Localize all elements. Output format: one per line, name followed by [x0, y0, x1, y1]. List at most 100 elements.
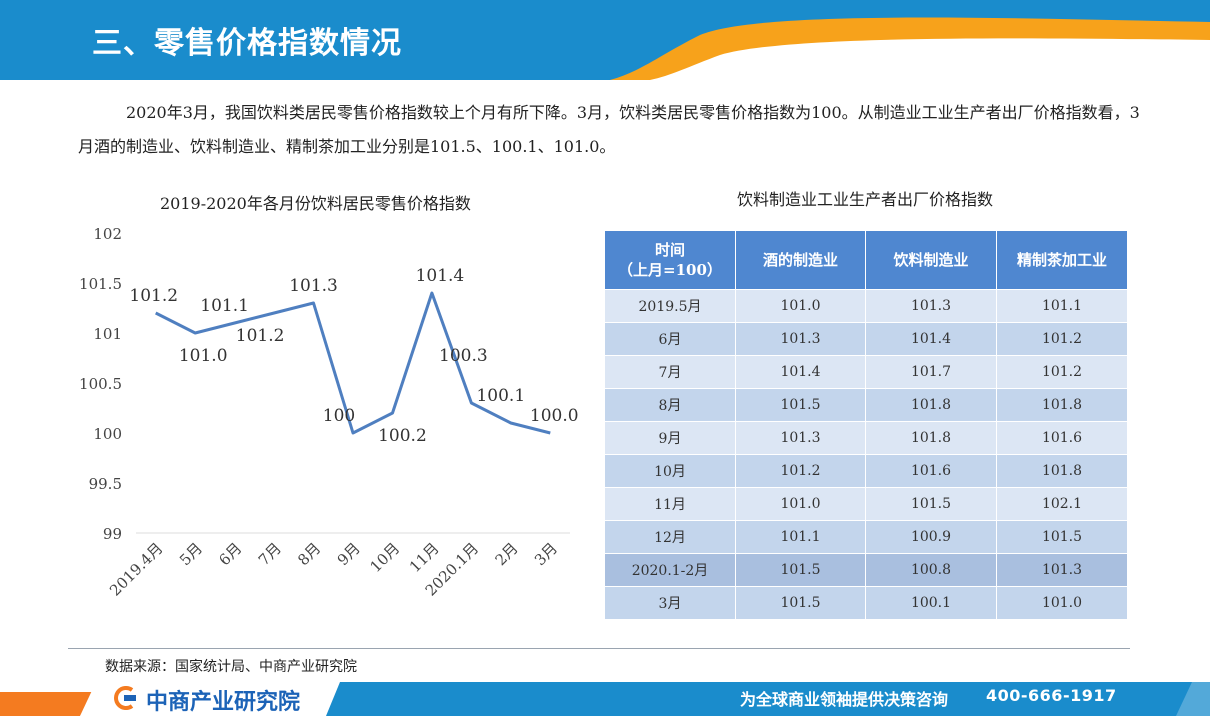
table-row: 11月 101.0 101.5 102.1: [604, 487, 1128, 521]
table-cell: 101.2: [996, 322, 1128, 356]
table-cell: 10月: [604, 454, 736, 488]
table-cell: 2020.1-2月: [604, 553, 736, 587]
table-row: 12月 101.1 100.9 101.5: [604, 520, 1128, 554]
data-label: 100: [323, 406, 355, 426]
header-liquor: 酒的制造业: [735, 230, 866, 290]
data-label: 100.0: [530, 406, 579, 426]
company-logo-text: 中商产业研究院: [146, 690, 301, 715]
x-tick-label: 7月: [255, 539, 285, 569]
table-cell: 101.5: [996, 520, 1128, 554]
table-cell: 101.2: [735, 454, 866, 488]
footer-phone: 400-666-1917: [986, 686, 1117, 705]
table-cell: 101.5: [735, 388, 866, 422]
table-cell: 9月: [604, 421, 736, 455]
table-cell: 101.6: [996, 421, 1128, 455]
page-title: 三、零售价格指数情况: [92, 26, 402, 61]
table-cell: 101.5: [735, 586, 866, 620]
table-cell: 101.3: [735, 421, 866, 455]
table-row: 10月 101.2 101.6 101.8: [604, 454, 1128, 488]
y-tick-label: 101.5: [79, 275, 122, 293]
table-cell: 101.4: [865, 322, 997, 356]
company-logo-icon: [114, 686, 136, 710]
table-row: 9月 101.3 101.8 101.6: [604, 421, 1128, 455]
x-tick-label: 2019.4月: [106, 539, 166, 599]
table-cell: 101.0: [735, 487, 866, 521]
series-line: [155, 291, 551, 435]
data-label: 101.3: [289, 276, 338, 296]
intro-paragraph: 2020年3月，我国饮料类居民零售价格指数较上个月有所下降。3月，饮料类居民零售…: [78, 103, 1140, 156]
header-background: [0, 0, 1210, 80]
x-tick-label: 8月: [294, 539, 324, 569]
x-tick-label: 9月: [334, 539, 364, 569]
table-cell: 101.3: [996, 553, 1128, 587]
table-cell: 101.4: [735, 355, 866, 389]
x-tick-label: 6月: [215, 539, 245, 569]
table-cell: 101.5: [735, 553, 866, 587]
table-cell: 100.9: [865, 520, 997, 554]
table-cell: 2019.5月: [604, 289, 736, 323]
header-tea: 精制茶加工业: [996, 230, 1128, 290]
y-tick-label: 99: [103, 525, 122, 543]
table-cell: 101.0: [996, 586, 1128, 620]
price-index-table: 时间 （上月=100） 酒的制造业 饮料制造业 精制茶加工业 2019.5月 10…: [604, 230, 1128, 620]
header-beverage: 饮料制造业: [865, 230, 997, 290]
table-cell: 101.0: [735, 289, 866, 323]
table-cell: 101.2: [996, 355, 1128, 389]
table-cell: 7月: [604, 355, 736, 389]
table-cell: 3月: [604, 586, 736, 620]
table-cell: 102.1: [996, 487, 1128, 521]
table-header-row: 时间 （上月=100） 酒的制造业 饮料制造业 精制茶加工业: [604, 230, 1128, 290]
table-row: 8月 101.5 101.8 101.8: [604, 388, 1128, 422]
table-cell: 101.8: [996, 454, 1128, 488]
footer-background: [0, 682, 1210, 716]
table-cell: 8月: [604, 388, 736, 422]
line-chart: 102 101.5 101 100.5 100 99.5 99 101.2 101.0 101.1…: [79, 225, 579, 600]
table-title: 饮料制造业工业生产者出厂价格指数: [736, 190, 993, 209]
table-row: 2019.5月 101.0 101.3 101.1: [604, 289, 1128, 323]
y-tick-label: 99.5: [89, 475, 122, 493]
table-cell: 100.1: [865, 586, 997, 620]
table-cell: 101.8: [865, 388, 997, 422]
data-label: 101.4: [416, 266, 465, 286]
footer-bar: [0, 682, 1210, 716]
table-cell: 101.7: [865, 355, 997, 389]
y-tick-label: 100.5: [79, 375, 122, 393]
y-tick-label: 100: [93, 425, 122, 443]
table-cell: 101.3: [865, 289, 997, 323]
table-cell: 101.5: [865, 487, 997, 521]
table-row: 6月 101.3 101.4 101.2: [604, 322, 1128, 356]
x-tick-label: 3月: [531, 539, 561, 569]
footer-slogan: 为全球商业领袖提供决策咨询: [740, 690, 949, 709]
data-label: 100.1: [476, 386, 525, 406]
data-label: 101.2: [236, 326, 285, 346]
table-cell: 101.3: [735, 322, 866, 356]
data-label: 100.2: [378, 426, 427, 446]
header-banner: 三、零售价格指数情况: [0, 0, 1210, 80]
y-tick-label: 101: [93, 325, 122, 343]
table-row: 3月 101.5 100.1 101.0: [604, 586, 1128, 620]
divider: [68, 648, 1130, 649]
table-cell: 101.8: [996, 388, 1128, 422]
table-cell: 101.1: [996, 289, 1128, 323]
x-tick-label: 5月: [176, 539, 206, 569]
table-cell: 100.8: [865, 553, 997, 587]
table-row: 7月 101.4 101.7 101.2: [604, 355, 1128, 389]
header-time-label: 时间 （上月=100）: [618, 241, 722, 279]
table-cell: 101.6: [865, 454, 997, 488]
x-tick-label: 10月: [366, 539, 403, 576]
x-tick-label: 2月: [492, 539, 522, 569]
chart-title: 2019-2020年各月份饮料居民零售价格指数: [160, 194, 471, 213]
data-label: 101.1: [200, 296, 249, 316]
header-time: 时间 （上月=100）: [604, 230, 736, 290]
table-cell: 12月: [604, 520, 736, 554]
data-label: 101.0: [179, 346, 228, 366]
y-tick-label: 102: [93, 225, 122, 243]
data-source: 数据来源：国家统计局、中商产业研究院: [105, 659, 357, 675]
table-cell: 101.8: [865, 421, 997, 455]
table-cell: 101.1: [735, 520, 866, 554]
table-cell: 11月: [604, 487, 736, 521]
data-label: 100.3: [439, 346, 488, 366]
table-row: 2020.1-2月 101.5 100.8 101.3: [604, 553, 1128, 587]
data-label: 101.2: [129, 286, 178, 306]
table-cell: 6月: [604, 322, 736, 356]
